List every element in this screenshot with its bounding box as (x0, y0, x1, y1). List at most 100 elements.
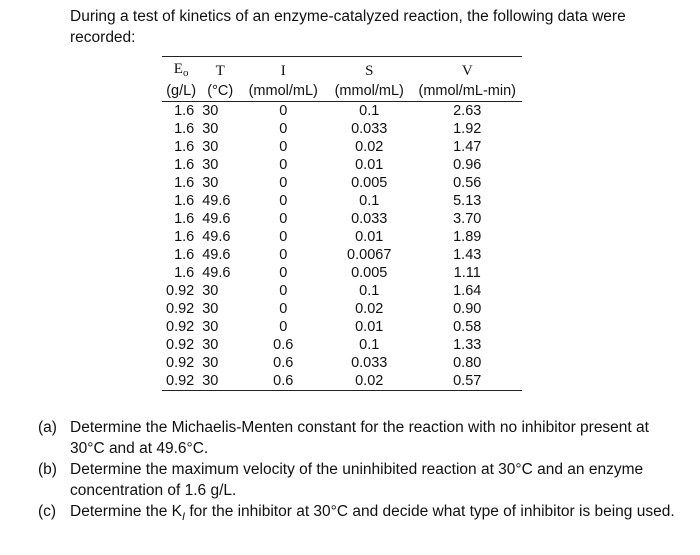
cell-substrate: 0.005 (351, 265, 388, 281)
cell-velocity: 0.96 (453, 157, 482, 173)
cell-temperature: 49.6 (202, 265, 231, 281)
cell-inhibitor: 0 (279, 193, 288, 209)
table-row: 1.6 30 0 0.02 1.47 (162, 138, 522, 156)
cell-substrate: 0.1 (359, 103, 380, 119)
cell-inhibitor: 0 (279, 103, 288, 119)
header-symbol-t: T (200, 56, 241, 82)
table-body: 1.6 30 0 0.1 2.63 1.6 30 0 0.033 1.92 1.6 30 0 0.02 1.… (162, 102, 523, 391)
cell-velocity: 1.47 (453, 139, 482, 155)
header-unit-i: (mmol/mL) (240, 82, 327, 102)
cell-inhibitor: 0 (279, 247, 288, 263)
cell-velocity: 1.33 (453, 337, 482, 353)
header-unit-s: (mmol/mL) (326, 82, 413, 102)
header-unit-e0: (g/L) (162, 82, 201, 102)
cell-substrate: 0.033 (351, 121, 388, 137)
cell-inhibitor: 0.6 (273, 355, 294, 371)
table-row: 1.6 30 0 0.1 2.63 (162, 102, 522, 121)
table-row: 1.6 49.6 0 0.033 3.70 (162, 210, 522, 228)
cell-temperature: 30 (202, 139, 219, 155)
cell-temperature: 30 (202, 175, 219, 191)
cell-substrate: 0.033 (351, 355, 388, 371)
cell-substrate: 0.02 (355, 139, 384, 155)
table-row: 0.92 30 0.6 0.1 1.33 (162, 336, 522, 354)
header-symbol-e0: Eo (162, 56, 201, 82)
cell-velocity: 3.70 (453, 211, 482, 227)
cell-e0: 1.6 (174, 229, 195, 245)
cell-velocity: 1.11 (453, 265, 481, 281)
cell-inhibitor: 0 (279, 139, 288, 155)
cell-velocity: 0.56 (453, 175, 482, 191)
cell-temperature: 49.6 (202, 193, 231, 209)
table-row: 0.92 30 0 0.02 0.90 (162, 300, 522, 318)
table-row: 1.6 30 0 0.033 1.92 (162, 120, 522, 138)
cell-substrate: 0.005 (351, 175, 388, 191)
cell-substrate: 0.033 (351, 211, 388, 227)
cell-temperature: 30 (202, 337, 219, 353)
cell-inhibitor: 0 (279, 265, 288, 281)
header-unit-v: (mmol/mL-min) (412, 82, 523, 102)
table-row: 1.6 49.6 0 0.005 1.11 (162, 264, 522, 282)
question-a: (a) Determine the Michaelis-Menten const… (38, 417, 678, 459)
cell-e0: 1.6 (174, 211, 195, 227)
cell-velocity: 1.92 (453, 121, 482, 137)
cell-inhibitor: 0 (279, 319, 288, 335)
table-row: 0.92 30 0.6 0.02 0.57 (162, 372, 523, 391)
table-row: 0.92 30 0 0.1 1.64 (162, 282, 522, 300)
table-row: 1.6 30 0 0.01 0.96 (162, 156, 522, 174)
question-label: (b) (38, 461, 57, 478)
table-row: 1.6 49.6 0 0.0067 1.43 (162, 246, 522, 264)
question-label: (c) (38, 503, 57, 520)
cell-inhibitor: 0.6 (240, 372, 327, 391)
cell-temperature: 49.6 (202, 211, 231, 227)
cell-e0: 1.6 (174, 157, 195, 173)
cell-temperature: 30 (202, 121, 219, 137)
cell-inhibitor: 0.6 (273, 337, 294, 353)
cell-substrate: 0.02 (355, 301, 384, 317)
table-row: 1.6 49.6 0 0.01 1.89 (162, 228, 522, 246)
cell-e0: 0.92 (166, 355, 195, 371)
cell-substrate: 0.1 (359, 283, 380, 299)
header-symbol-i: I (240, 56, 327, 82)
cell-inhibitor: 0 (279, 175, 288, 191)
cell-velocity: 0.57 (412, 372, 523, 391)
header-symbol-row: Eo T I S V (162, 56, 523, 82)
cell-velocity: 1.43 (453, 247, 482, 263)
cell-temperature: 30 (200, 372, 241, 391)
cell-temperature: 30 (202, 355, 219, 371)
intro-paragraph: During a test of kinetics of an enzyme-c… (70, 8, 626, 46)
question-b: (b) Determine the maximum velocity of th… (38, 459, 678, 501)
table-row: 0.92 30 0 0.01 0.58 (162, 318, 522, 336)
cell-e0: 0.92 (162, 372, 201, 391)
cell-e0: 1.6 (174, 193, 195, 209)
cell-substrate: 0.01 (355, 229, 384, 245)
cell-e0: 1.6 (174, 139, 195, 155)
cell-inhibitor: 0 (279, 211, 288, 227)
cell-e0: 0.92 (166, 283, 195, 299)
cell-inhibitor: 0 (279, 283, 288, 299)
question-c: (c) Determine the KI for the inhibitor a… (38, 501, 678, 528)
cell-temperature: 30 (202, 283, 219, 299)
header-symbol-s: S (326, 56, 413, 82)
question-label: (a) (38, 419, 57, 436)
cell-substrate: 0.0067 (347, 247, 392, 263)
table-row: 0.92 30 0.6 0.033 0.80 (162, 354, 522, 372)
cell-e0: 1.6 (174, 265, 195, 281)
question-text: Determine the Michaelis-Menten constant … (70, 419, 649, 457)
cell-e0: 0.92 (166, 337, 195, 353)
cell-substrate: 0.1 (359, 193, 380, 209)
cell-e0: 1.6 (174, 103, 195, 119)
cell-velocity: 1.89 (453, 229, 482, 245)
cell-temperature: 30 (202, 157, 219, 173)
questions-list: (a) Determine the Michaelis-Menten const… (38, 417, 678, 528)
cell-e0: 0.92 (166, 319, 195, 335)
cell-e0: 1.6 (174, 175, 195, 191)
cell-substrate: 0.1 (359, 337, 380, 353)
header-unit-t: (°C) (200, 82, 241, 102)
question-text: Determine the maximum velocity of the un… (70, 461, 644, 499)
cell-e0: 1.6 (174, 121, 195, 137)
cell-velocity: 0.80 (453, 355, 482, 371)
cell-velocity: 0.90 (453, 301, 482, 317)
cell-temperature: 49.6 (202, 247, 231, 263)
cell-temperature: 49.6 (202, 229, 231, 245)
table-row: 1.6 49.6 0 0.1 5.13 (162, 192, 522, 210)
